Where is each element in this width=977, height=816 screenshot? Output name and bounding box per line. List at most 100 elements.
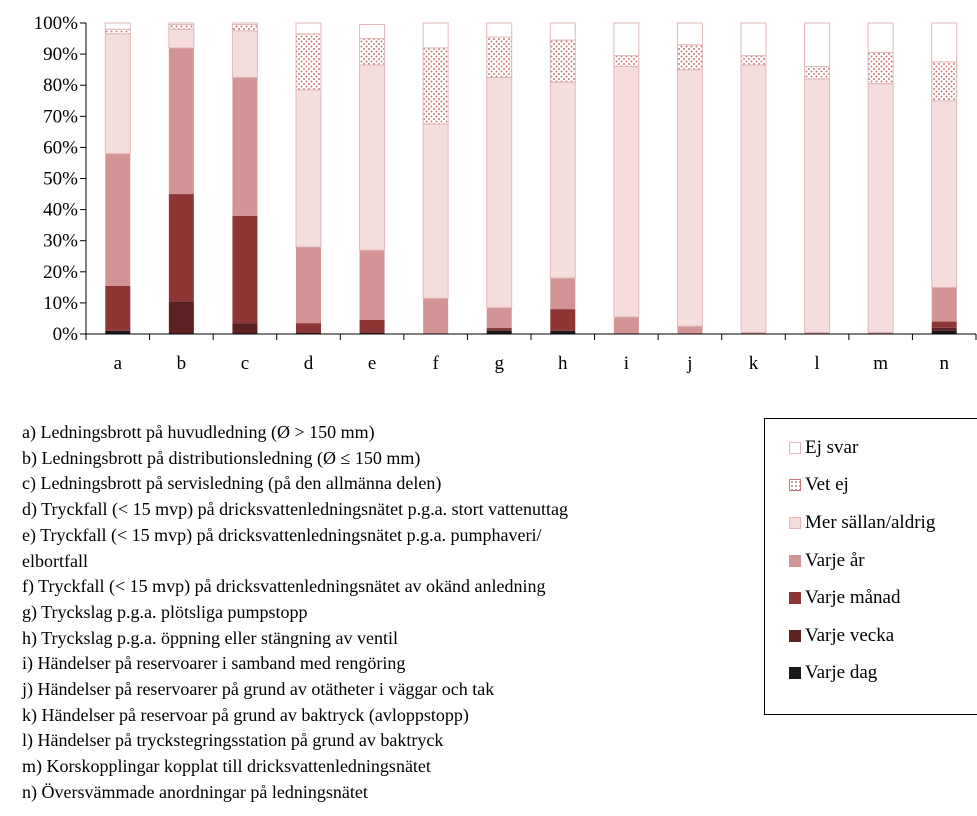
y-tick-label: 80% [43, 75, 78, 96]
bar-segment-i-vet-ej [613, 55, 640, 68]
bar-segment-h-varje-månad [550, 309, 576, 331]
bar-segment-c-varje-vecka [232, 323, 258, 334]
bar-segment-h-varje-år [550, 278, 576, 310]
bar-segment-g-varje-månad [486, 327, 512, 330]
x-tick-label: e [368, 353, 376, 374]
category-description: n) Översvämmade anordningar på ledningsn… [22, 781, 368, 802]
bar-segment-g-varje-år [486, 307, 512, 328]
bar-segment-g-varje-dag [486, 330, 512, 334]
category-descriptions: a) Ledningsbrott på huvudledning (Ø > 15… [22, 420, 762, 806]
legend-label: Varje vecka [805, 624, 895, 646]
bar-segment-l-vet-ej [804, 66, 831, 80]
bar-segment-f-vet-ej [422, 47, 449, 125]
bar-segment-l-varje-år [804, 332, 830, 334]
bar-segment-m-ej-svar [867, 22, 894, 54]
bar-segment-f-varje-år [423, 298, 449, 334]
bar-segment-h-ej-svar [549, 22, 576, 41]
x-tick-label: a [114, 353, 123, 374]
bar-segment-n-varje-månad [931, 321, 957, 328]
bar-segment-m-mer-sällan-aldrig [867, 83, 894, 333]
legend-label: Vet ej [805, 474, 849, 496]
bar-segment-d-varje-år [296, 246, 321, 324]
x-tick-label: k [749, 353, 759, 374]
x-tick-label: i [624, 353, 629, 374]
bar-segment-k-vet-ej [740, 55, 767, 66]
bar-segment-a-mer-sällan-aldrig [104, 33, 131, 155]
bar-segment-d-varje-vecka [296, 332, 321, 334]
legend-item: Varje månad [789, 579, 977, 617]
bar-segment-b-varje-vecka [168, 301, 194, 334]
bar-segment-k-ej-svar [740, 22, 767, 57]
bar-segment-g-ej-svar [486, 22, 513, 38]
bar-segment-n-varje-år [931, 287, 957, 322]
legend-label: Varje månad [805, 587, 901, 609]
legend-swatch [789, 516, 801, 529]
legend-label: Mer sällan/aldrig [805, 511, 936, 533]
bar-segment-b-ej-svar [168, 22, 195, 26]
bar-segment-j-varje-år [677, 326, 703, 334]
bar-segment-m-vet-ej [867, 52, 894, 85]
bar-segment-b-mer-sällan-aldrig [168, 28, 195, 49]
x-tick-label: m [873, 353, 888, 374]
category-description: m) Korskopplingar kopplat till dricksvat… [22, 756, 431, 777]
x-tick-label: n [939, 353, 949, 374]
legend-swatch [789, 629, 801, 642]
bar-segment-n-mer-sällan-aldrig [931, 100, 958, 288]
y-tick-label: 0% [53, 324, 79, 345]
bar-segment-d-varje-månad [296, 323, 321, 333]
legend-swatch [789, 479, 801, 492]
x-tick-label: f [432, 353, 439, 374]
y-tick-label: 10% [43, 293, 78, 314]
x-tick-label: j [686, 353, 692, 374]
bar-segment-a-varje-dag [105, 330, 131, 334]
bar-segment-h-mer-sällan-aldrig [549, 81, 576, 279]
category-description: c) Ledningsbrott på servisledning (på de… [22, 473, 442, 494]
legend-item: Varje dag [789, 655, 977, 693]
bar-segment-j-vet-ej [676, 44, 703, 71]
y-tick-label: 30% [43, 231, 78, 252]
bar-segment-b-varje-år [168, 47, 194, 195]
y-tick-label: 90% [43, 44, 78, 65]
category-description: f) Tryckfall (< 15 mvp) på dricksvattenl… [22, 576, 546, 597]
legend-label: Varje dag [805, 662, 878, 684]
x-tick-label: h [558, 353, 568, 374]
category-description: elbortfall [22, 550, 88, 571]
bar-segment-j-ej-svar [676, 22, 703, 46]
legend-item: Vet ej [789, 467, 977, 505]
bar-segment-e-varje-månad [359, 320, 385, 333]
bar-segment-d-ej-svar [295, 22, 322, 35]
legend-swatch [789, 554, 801, 567]
legend-swatch [789, 667, 801, 680]
category-description: a) Ledningsbrott på huvudledning (Ø > 15… [22, 422, 375, 442]
bar-segment-e-varje-år [359, 250, 385, 321]
legend-swatch [789, 441, 801, 454]
bar-segment-a-ej-svar [104, 22, 131, 30]
bar-segment-b-vet-ej [168, 24, 195, 30]
legend-label: Ej svar [805, 436, 859, 458]
category-description: i) Händelser på reservoarer i samband me… [22, 653, 406, 674]
bar-segment-g-varje-vecka [486, 329, 512, 331]
legend-item: Ej svar [789, 429, 977, 467]
bar-segment-a-varje-år [105, 153, 131, 286]
category-description: j) Händelser på reservoarer på grund av … [22, 679, 495, 700]
y-tick-label: 40% [43, 200, 78, 221]
x-tick-label: d [304, 353, 314, 374]
bar-segment-d-vet-ej [295, 33, 322, 91]
bar-segment-c-mer-sällan-aldrig [231, 30, 258, 78]
y-tick-label: 20% [43, 262, 78, 283]
x-tick-label: b [177, 353, 187, 374]
bar-segment-c-vet-ej [231, 24, 258, 32]
y-tick-label: 100% [34, 13, 79, 34]
bar-segment-i-varje-år [613, 316, 639, 334]
bar-segment-j-mer-sällan-aldrig [676, 69, 703, 327]
category-description: l) Händelser på tryckstegringsstation på… [22, 730, 444, 751]
x-tick-label: c [241, 353, 249, 374]
y-tick-label: 60% [43, 137, 78, 158]
bar-segment-f-ej-svar [422, 22, 449, 49]
bar-segment-a-varje-månad [105, 285, 131, 331]
category-description: g) Tryckslag p.g.a. plötsliga pumpstopp [22, 601, 308, 622]
bar-segment-g-vet-ej [486, 36, 513, 78]
bar-segment-d-mer-sällan-aldrig [295, 89, 322, 248]
bars-group [104, 22, 958, 334]
axes-group: a b c d e f g h i j k l m n 0% 10% 20% 30% 40% 50% 60% 70% 80%… [34, 13, 977, 374]
